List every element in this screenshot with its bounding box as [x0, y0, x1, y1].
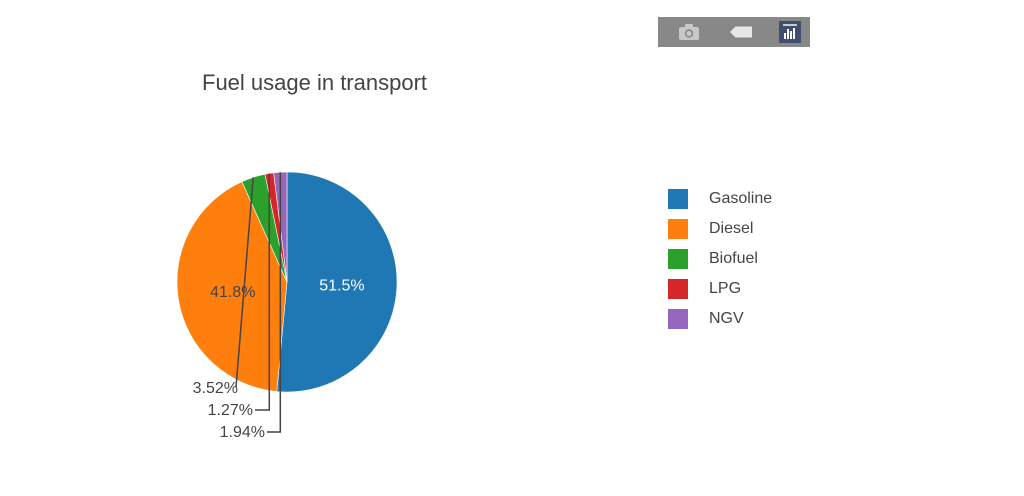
- legend-item-biofuel[interactable]: Biofuel: [668, 244, 772, 274]
- legend-label: Biofuel: [709, 250, 758, 267]
- chart-title: Fuel usage in transport: [202, 70, 428, 95]
- legend-label: NGV: [709, 310, 744, 327]
- legend-item-ngv[interactable]: NGV: [668, 304, 772, 334]
- legend-label: Gasoline: [709, 190, 773, 207]
- slice-label-lpg: 1.27%: [208, 402, 253, 419]
- legend-item-lpg[interactable]: LPG: [668, 274, 772, 304]
- pie-slice-diesel[interactable]: [176, 181, 288, 392]
- tag-icon[interactable]: [730, 21, 752, 43]
- legend-label: Diesel: [709, 220, 754, 237]
- slice-leader-ngv: [267, 172, 282, 433]
- legend-label: LPG: [709, 280, 742, 297]
- camera-icon[interactable]: [678, 21, 700, 43]
- legend-item-diesel[interactable]: Diesel: [668, 214, 772, 244]
- slice-label-diesel: 41.8%: [210, 284, 255, 301]
- pie-slice-gasoline[interactable]: [276, 171, 398, 393]
- legend-swatch: [668, 189, 688, 209]
- slice-leader-lpg: [255, 173, 271, 411]
- slice-leader-biofuel: [235, 177, 254, 388]
- slice-label-ngv: 1.94%: [220, 424, 265, 441]
- modebar: [658, 17, 810, 47]
- legend: Gasoline Diesel Biofuel LPG NGV: [668, 184, 772, 334]
- legend-swatch: [668, 309, 688, 329]
- slice-label-biofuel: 3.52%: [193, 380, 238, 397]
- legend-swatch: [668, 249, 688, 269]
- legend-swatch: [668, 219, 688, 239]
- legend-item-gasoline[interactable]: Gasoline: [668, 184, 772, 214]
- legend-swatch: [668, 279, 688, 299]
- slice-label-gasoline: 51.5%: [319, 278, 364, 295]
- bar-chart-icon[interactable]: [779, 21, 801, 43]
